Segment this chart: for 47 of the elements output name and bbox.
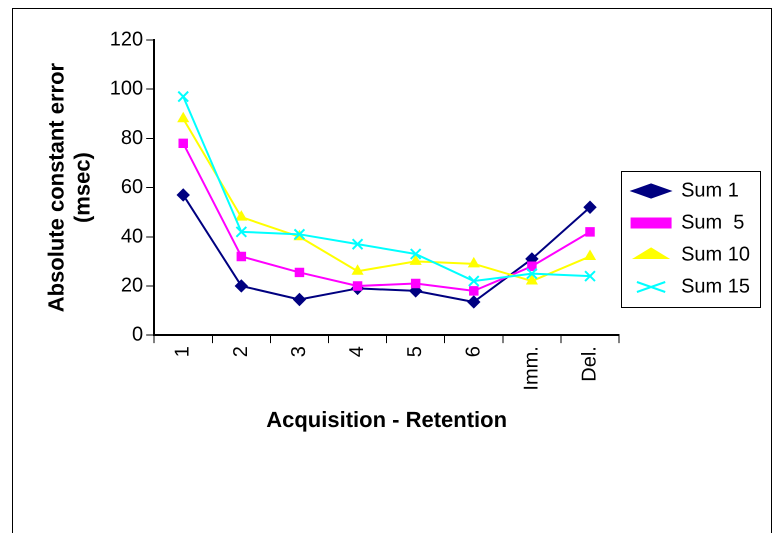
x-tick-label: 4 [346, 346, 368, 358]
legend-label: Sum 1 [681, 180, 739, 202]
point [410, 254, 422, 265]
point [292, 293, 306, 306]
point [176, 188, 190, 202]
point [468, 275, 480, 288]
y-tick-label: 20 [120, 274, 144, 296]
legend-label: Sum 15 [681, 276, 750, 298]
y-tick-label: 100 [110, 78, 144, 100]
x-tick-label: 6 [462, 346, 484, 358]
point [236, 210, 248, 221]
point [178, 138, 188, 148]
x-tick-label: Del. [578, 346, 601, 382]
y-tick-label: 120 [110, 28, 144, 51]
x-tick-label: 1 [172, 346, 194, 358]
point [352, 264, 364, 275]
x-tick-label: Imm. [520, 346, 542, 391]
y-tick-label: 0 [132, 324, 144, 346]
point [177, 90, 190, 103]
y-tick-label: 60 [120, 176, 144, 198]
point [352, 238, 364, 250]
y-tick-label: 40 [120, 225, 144, 248]
point [584, 270, 596, 282]
y-tick-label: 80 [120, 126, 144, 149]
point [410, 278, 420, 288]
point [178, 112, 189, 122]
point [584, 200, 597, 214]
legend-label: Sum 5 [681, 212, 744, 234]
point [235, 226, 248, 238]
point [410, 248, 422, 260]
y-axis-title: Absolute constant error (msec) [43, 62, 95, 312]
legend-label: Sum 10 [681, 244, 750, 266]
x-tick-label: 2 [230, 346, 252, 358]
point [236, 252, 246, 262]
point [585, 227, 595, 237]
point [526, 268, 538, 280]
point [234, 279, 248, 292]
x-tick-label: 3 [288, 346, 310, 358]
x-axis-title: Acquisition - Retention [266, 406, 508, 432]
point [294, 268, 304, 278]
x-tick-label: 5 [404, 346, 426, 358]
point [352, 281, 362, 291]
point [584, 250, 596, 260]
point [469, 286, 479, 296]
point [526, 274, 538, 285]
point [467, 295, 480, 308]
point [468, 257, 480, 268]
